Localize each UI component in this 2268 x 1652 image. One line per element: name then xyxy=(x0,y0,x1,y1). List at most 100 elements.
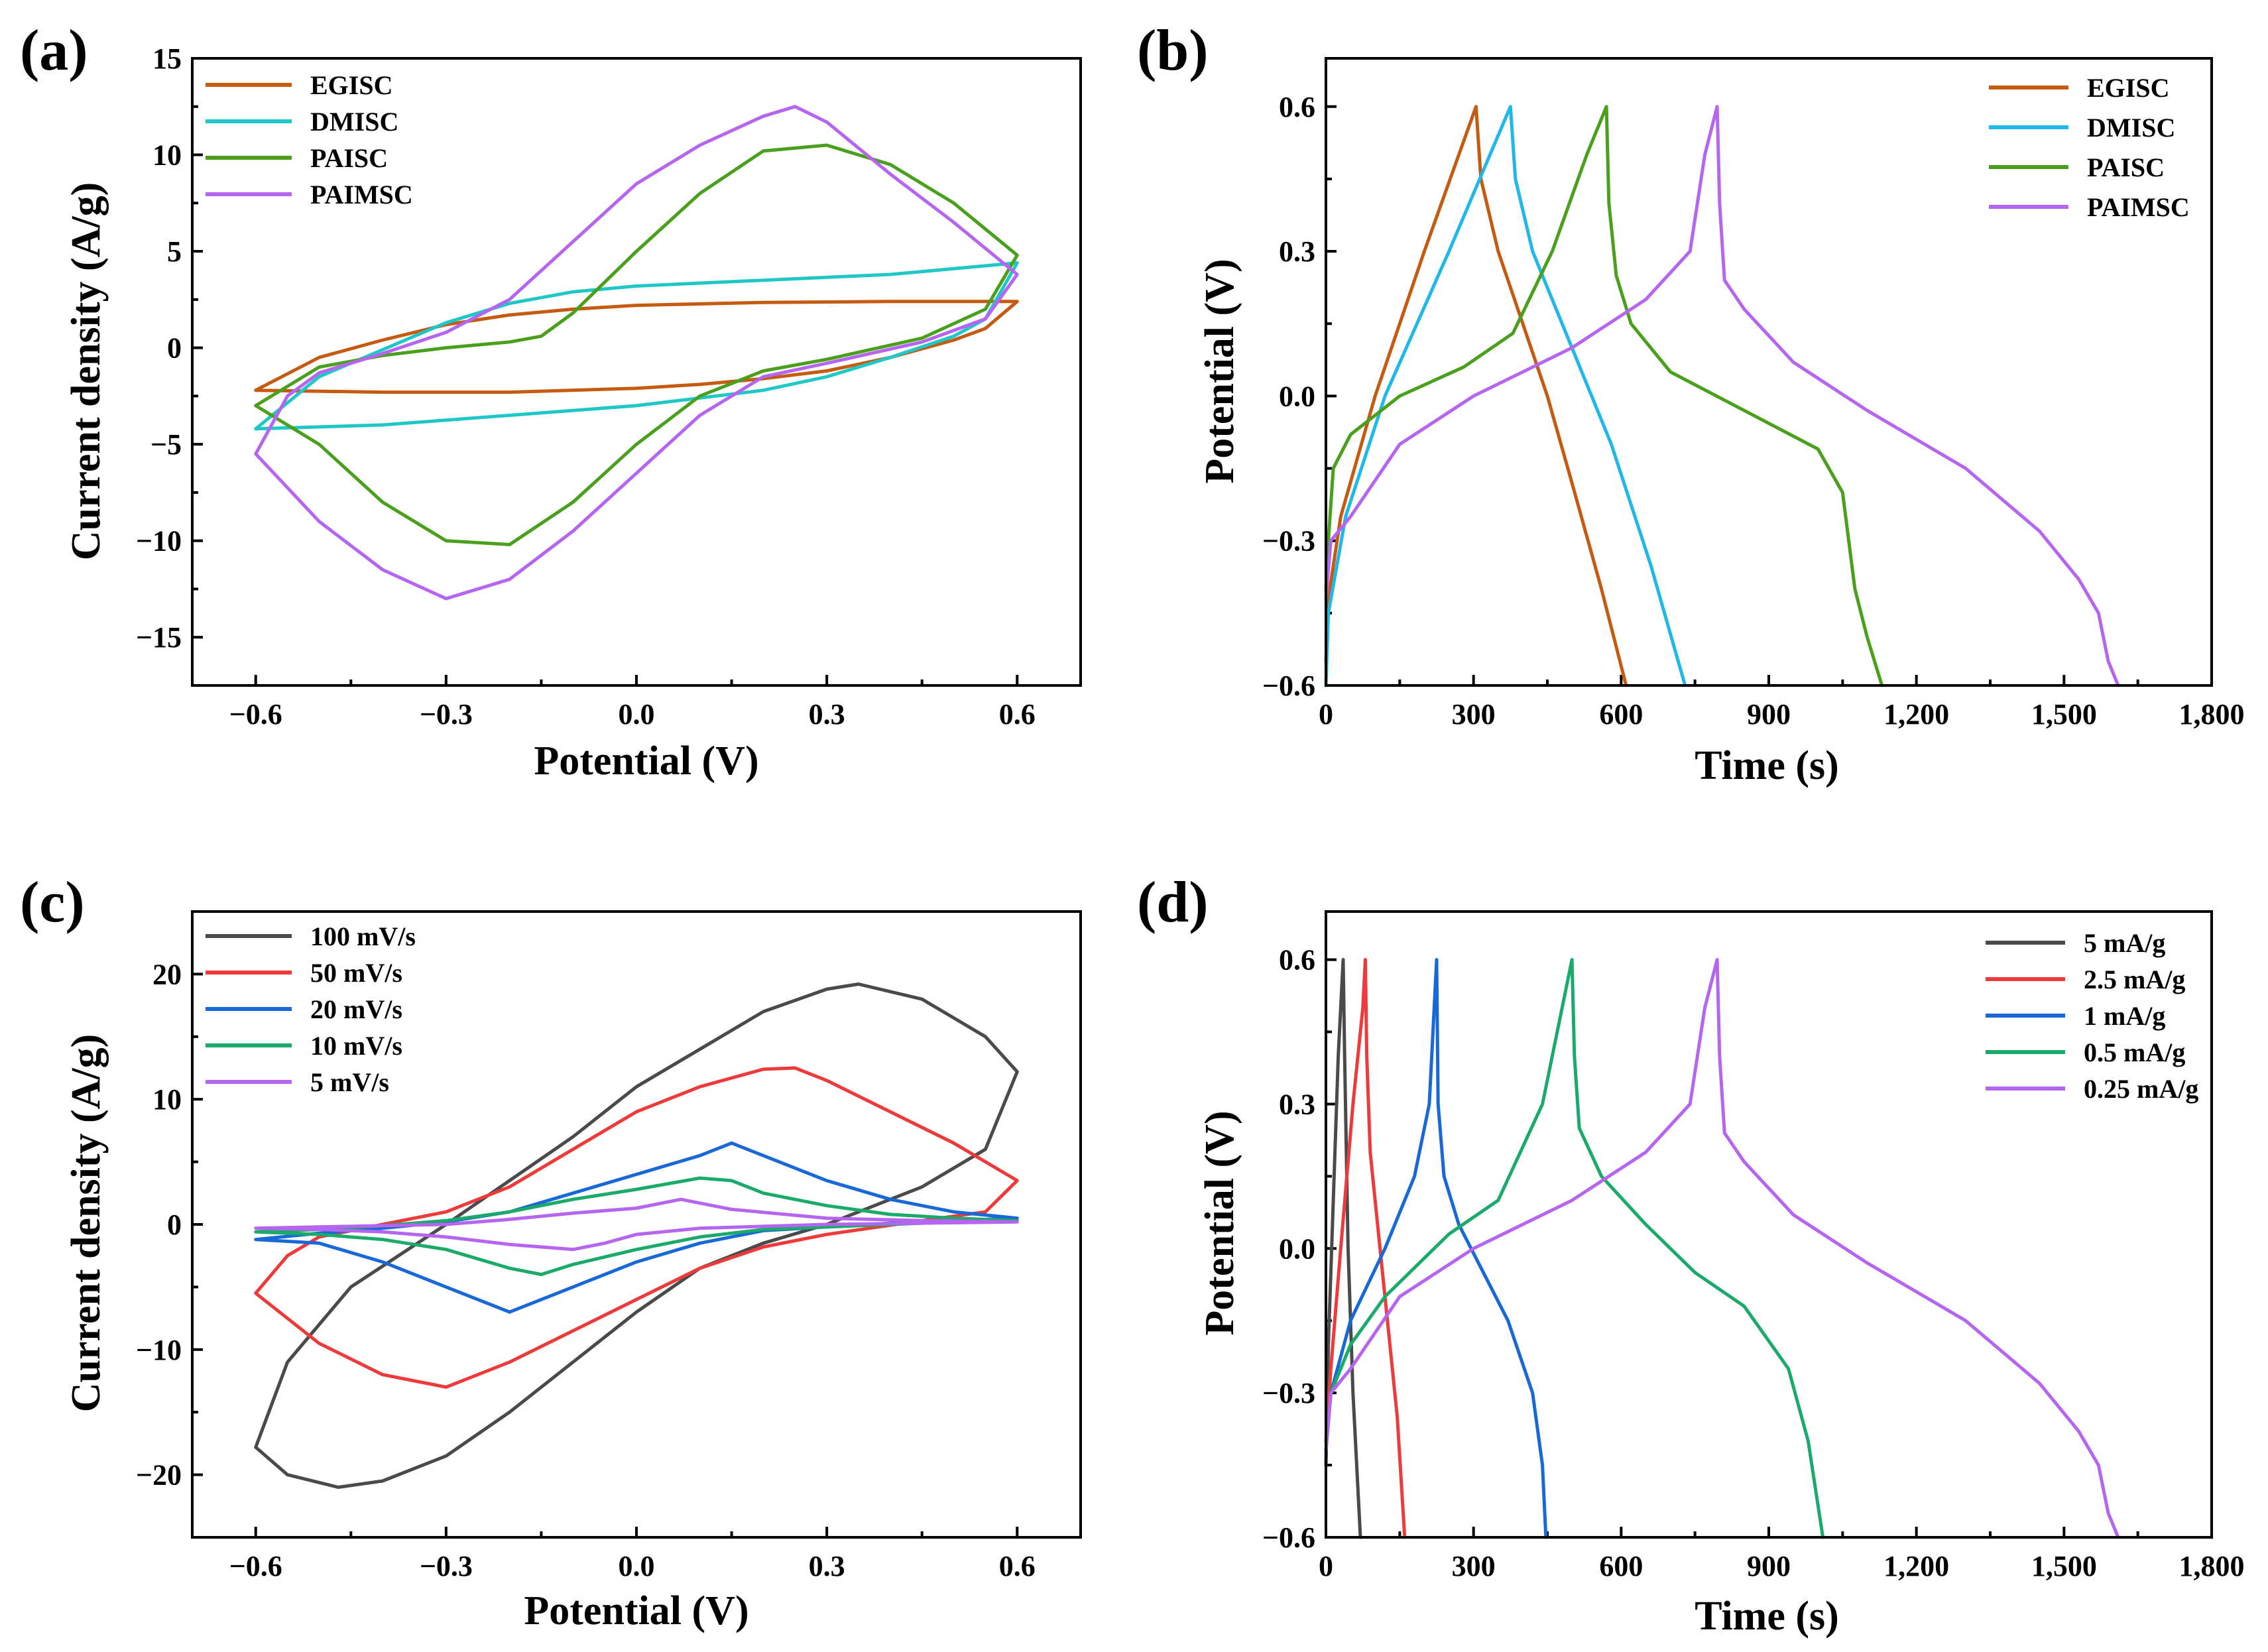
panel-a-ylabel: Current density (A/g) xyxy=(64,182,109,561)
panel-a-ytick-label: 5 xyxy=(167,235,182,268)
panel-b-xtick-label: 1,500 xyxy=(2031,698,2097,731)
panel-d-xtick-label: 1,500 xyxy=(2031,1550,2097,1582)
panel-a-series-3-line xyxy=(254,105,1019,601)
panel-b-legend: EGISC DMISC PAISC PAIMSC xyxy=(1989,73,2190,222)
panel-b-series-1-line xyxy=(1324,105,1687,687)
panel-a-series-1-line xyxy=(254,261,1019,431)
panel-b-frame xyxy=(1325,57,2213,687)
panel-b-ytick-label: 0.3 xyxy=(1279,235,1315,268)
panel-d-legend-label: 2.5 mA/g xyxy=(2084,965,2185,994)
panel-b-legend-label: PAISC xyxy=(2087,152,2165,182)
panel-a-xtick-label: −0.6 xyxy=(229,698,282,731)
panel-b-series-2-line xyxy=(1324,105,1884,687)
panel-b-legend-label: DMISC xyxy=(2087,113,2175,143)
panel-a-legend-label: PAISC xyxy=(310,143,388,173)
panel-c-letter: (c) xyxy=(20,870,85,935)
panel-c-legend-label: 5 mV/s xyxy=(310,1067,389,1097)
panel-c-series-1-line xyxy=(254,1066,1019,1389)
panel-a-ytick-label: −15 xyxy=(136,621,182,654)
panel-c-xtick-label: 0.3 xyxy=(809,1550,845,1582)
panel-a-legend-label: EGISC xyxy=(310,70,393,100)
panel-c-ticks: −0.6 −0.3 0.0 0.3 0.6 −20 −10 0 10 20 xyxy=(136,958,1036,1582)
panel-d-frame xyxy=(1325,910,2213,1539)
panel-c-series-4-line xyxy=(254,1197,1019,1252)
panel-a-ytick-label: 0 xyxy=(167,332,182,365)
panel-a-ticks: −0.6 −0.3 0.0 0.3 0.6 −15 −10 −5 0 5 10 15 xyxy=(136,42,1036,731)
panel-d-ylabel: Potential (V) xyxy=(1197,1110,1242,1335)
panel-b-xtick-label: 300 xyxy=(1452,698,1496,731)
panel-c-legend-label: 20 mV/s xyxy=(310,994,402,1024)
panel-c-legend-label: 10 mV/s xyxy=(310,1031,402,1061)
panel-d-xtick-label: 600 xyxy=(1599,1550,1643,1582)
panel-d-series-0-line xyxy=(1324,958,1362,1539)
panel-b-legend-label: PAIMSC xyxy=(2087,192,2190,222)
panel-b: (b) Time (s) Potential (V) 0 300 600 900 1,2… xyxy=(1137,19,2245,788)
panel-b-xtick-label: 1,200 xyxy=(1883,698,1949,731)
panel-b-xtick-label: 0 xyxy=(1319,698,1333,731)
panel-c-legend-label: 100 mV/s xyxy=(310,921,416,951)
panel-b-ticks: 0 300 600 900 1,200 1,500 1,800 −0.6 −0.3 0.0 0.3 0… xyxy=(1262,91,2245,731)
panel-a-ytick-label: 15 xyxy=(152,42,182,75)
panel-b-legend-label: EGISC xyxy=(2087,73,2170,103)
panel-a-ytick-label: −5 xyxy=(150,428,182,461)
panel-d-ytick-label: 0.3 xyxy=(1279,1088,1315,1120)
panel-c-frame xyxy=(191,910,1082,1539)
panel-d-legend-label: 5 mA/g xyxy=(2084,928,2165,958)
panel-c: (c) Potential (V) Current density (A/g) … xyxy=(20,870,1082,1633)
panel-c-legend: 100 mV/s 50 mV/s 20 mV/s 10 mV/s 5 mV/s xyxy=(206,921,416,1097)
panel-b-series-3-line xyxy=(1324,105,2120,687)
panel-c-ytick-label: 10 xyxy=(152,1083,182,1116)
panel-a-ytick-label: −10 xyxy=(136,525,182,558)
panel-b-xlabel: Time (s) xyxy=(1695,743,1839,788)
panel-c-ytick-label: 20 xyxy=(152,958,182,990)
panel-d-legend-label: 0.25 mA/g xyxy=(2084,1074,2198,1104)
panel-b-xtick-label: 1,800 xyxy=(2179,698,2245,731)
panel-b-xtick-label: 900 xyxy=(1747,698,1791,731)
panel-d-series xyxy=(1324,958,2120,1539)
panel-c-legend-label: 50 mV/s xyxy=(310,958,402,988)
panel-d-xtick-label: 0 xyxy=(1319,1550,1333,1582)
panel-b-series xyxy=(1324,105,2120,687)
panel-a-legend-label: DMISC xyxy=(310,107,398,137)
panel-a-xtick-label: 0.3 xyxy=(809,698,845,731)
panel-d-xtick-label: 900 xyxy=(1747,1550,1791,1582)
panel-c-ytick-label: −20 xyxy=(136,1459,182,1492)
panel-c-series-3-line xyxy=(254,1176,1019,1276)
panel-a-letter: (a) xyxy=(20,19,88,83)
panel-b-letter: (b) xyxy=(1137,19,1209,83)
panel-b-ylabel: Potential (V) xyxy=(1197,259,1242,483)
panel-c-ytick-label: −10 xyxy=(136,1334,182,1366)
panel-d-xtick-label: 1,800 xyxy=(2179,1550,2245,1582)
panel-d-xtick-label: 1,200 xyxy=(1883,1550,1949,1582)
panel-d-xlabel: Time (s) xyxy=(1695,1594,1839,1639)
panel-a-ytick-label: 10 xyxy=(152,139,182,172)
panel-b-ytick-label: 0.0 xyxy=(1279,380,1315,412)
panel-c-xtick-label: 0.6 xyxy=(999,1550,1036,1582)
panel-a-series xyxy=(254,105,1019,601)
panel-a-xtick-label: −0.3 xyxy=(420,698,473,731)
panel-d-series-1-line xyxy=(1324,958,1407,1539)
panel-c-xtick-label: −0.3 xyxy=(420,1550,473,1582)
panel-a: (a) Potential (V) Current density (A/g) … xyxy=(20,19,1082,784)
panel-a-legend: EGISC DMISC PAISC PAIMSC xyxy=(206,70,413,209)
panel-c-series-0-line xyxy=(254,982,1019,1489)
panel-d-ytick-label: −0.6 xyxy=(1262,1521,1315,1554)
panel-b-xtick-label: 600 xyxy=(1599,698,1643,731)
panel-d-legend: 5 mA/g 2.5 mA/g 1 mA/g 0.5 mA/g 0.25 mA/g xyxy=(1986,928,2198,1104)
panel-b-ytick-label: 0.6 xyxy=(1279,91,1315,123)
panel-d-legend-label: 0.5 mA/g xyxy=(2084,1037,2185,1067)
panel-d-ytick-label: 0.0 xyxy=(1279,1232,1315,1265)
panel-c-xlabel: Potential (V) xyxy=(524,1588,748,1633)
panel-c-xtick-label: 0.0 xyxy=(619,1550,655,1582)
panel-c-series xyxy=(254,982,1019,1489)
panel-c-xtick-label: −0.6 xyxy=(229,1550,282,1582)
panel-d-xtick-label: 300 xyxy=(1452,1550,1496,1582)
panel-b-ytick-label: −0.3 xyxy=(1262,525,1315,558)
panel-a-xtick-label: 0.6 xyxy=(999,698,1036,731)
panel-c-ytick-label: 0 xyxy=(167,1209,182,1241)
panel-d-letter: (d) xyxy=(1137,870,1209,935)
panel-a-series-0-line xyxy=(254,300,1019,394)
panel-d: (d) Time (s) Potential (V) 0 300 600 900 1,2… xyxy=(1137,870,2245,1639)
panel-d-ytick-label: −0.3 xyxy=(1262,1377,1315,1409)
